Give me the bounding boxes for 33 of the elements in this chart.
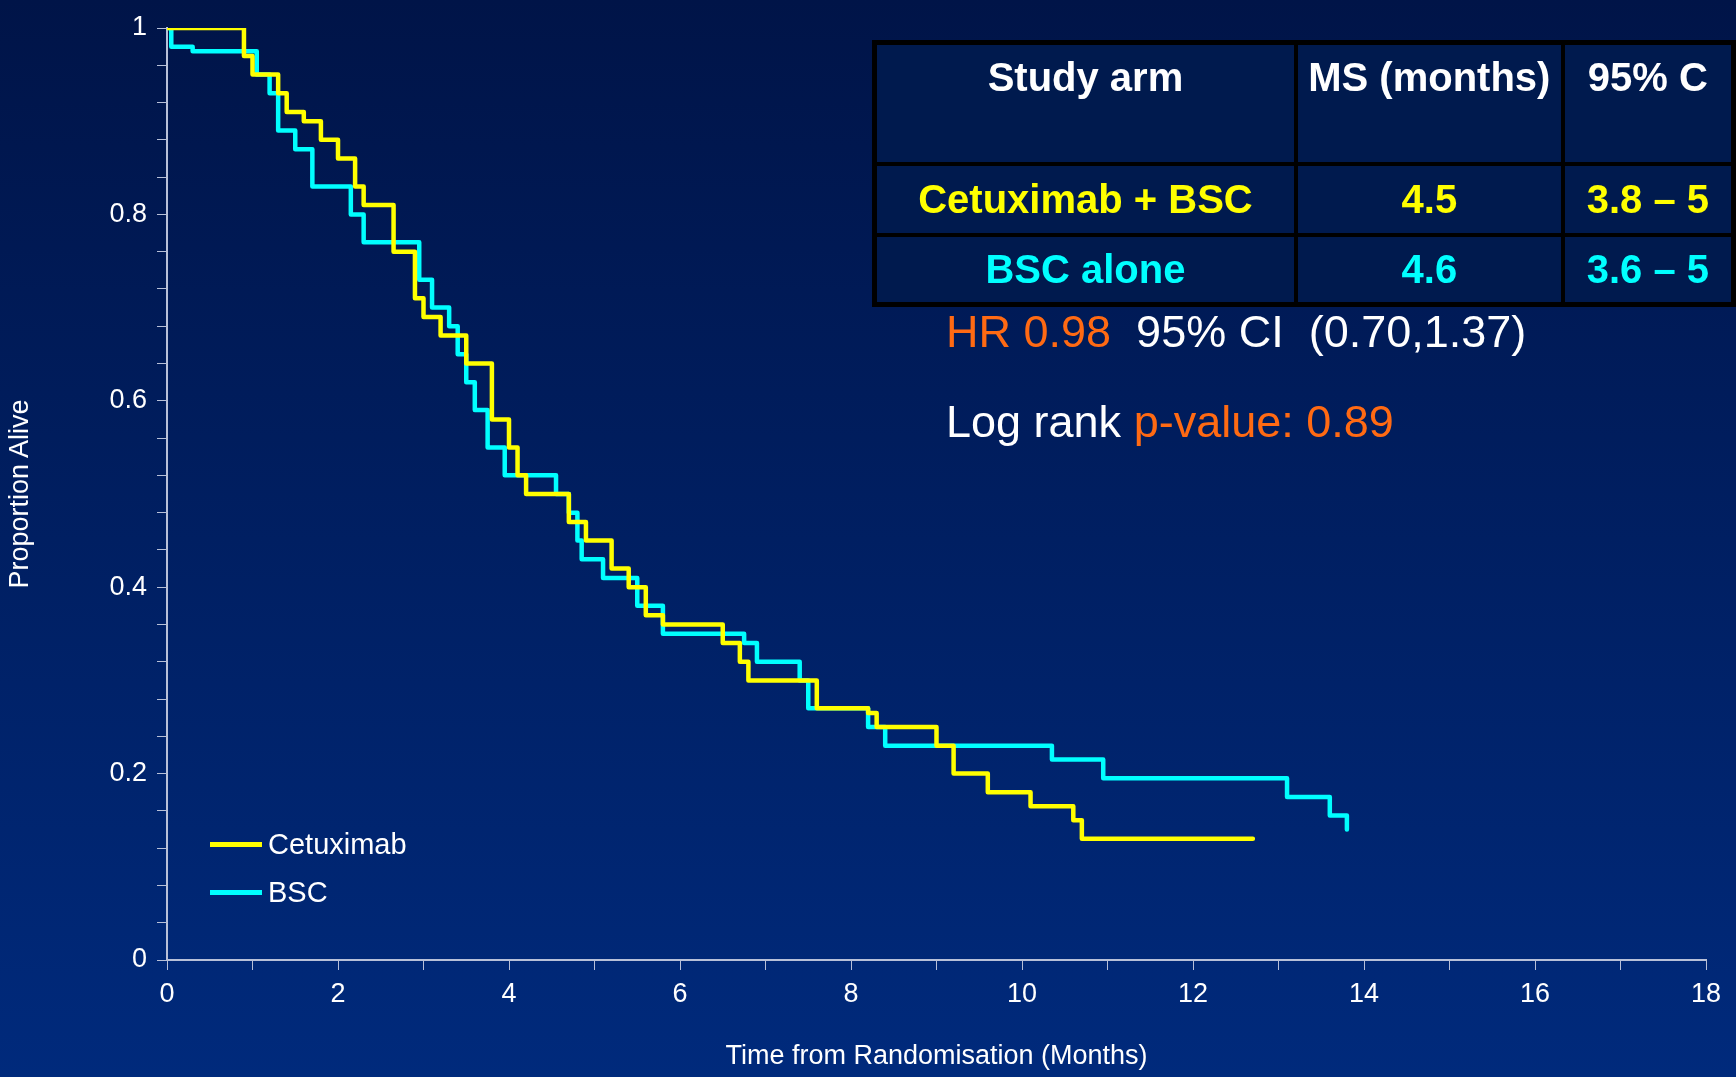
y-tick-label: 0.8 (109, 197, 147, 228)
legend-label: BSC (268, 875, 328, 909)
annotation: p-value: 0.89 (1133, 396, 1394, 447)
y-tick-label: 0.2 (109, 757, 147, 788)
annotation: 4.5 (1295, 163, 1563, 235)
x-axis-title: Time from Randomisation (Months) (725, 1040, 1148, 1071)
x-tick-label: 10 (1006, 977, 1038, 1008)
annotation: 3.8 – 5 (1562, 163, 1734, 235)
x-tick-label: 16 (1519, 977, 1551, 1008)
y-tick-label: 0 (131, 943, 147, 974)
annotation: 95% C (1562, 42, 1734, 164)
legend-label: Cetuximab (268, 827, 407, 861)
x-tick-label: 8 (843, 977, 859, 1008)
annotation: BSC alone (874, 234, 1296, 305)
annotation: Study arm (874, 42, 1296, 164)
x-tick-label: 12 (1177, 977, 1209, 1008)
y-tick-label: 0.6 (109, 384, 147, 415)
x-tick-label: 14 (1348, 977, 1380, 1008)
annotation: Cetuximab + BSC (874, 163, 1296, 235)
y-tick-label: 0.4 (109, 570, 147, 601)
x-tick-label: 2 (330, 977, 346, 1008)
annotation: 4.6 (1295, 234, 1563, 305)
annotation: 95% CI (0.70,1.37) (1135, 306, 1527, 357)
x-tick-label: 6 (672, 977, 688, 1008)
y-tick-label: 1 (131, 11, 147, 42)
annotation: Log rank (946, 396, 1123, 447)
annotation: MS (months) (1295, 42, 1563, 164)
x-tick-label: 0 (159, 977, 175, 1008)
x-tick-label: 4 (501, 977, 517, 1008)
annotation: 3.6 – 5 (1562, 234, 1734, 305)
y-axis-title: Proportion Alive (3, 399, 34, 589)
annotation: HR 0.98 (946, 306, 1112, 357)
x-tick-label: 18 (1690, 977, 1722, 1008)
